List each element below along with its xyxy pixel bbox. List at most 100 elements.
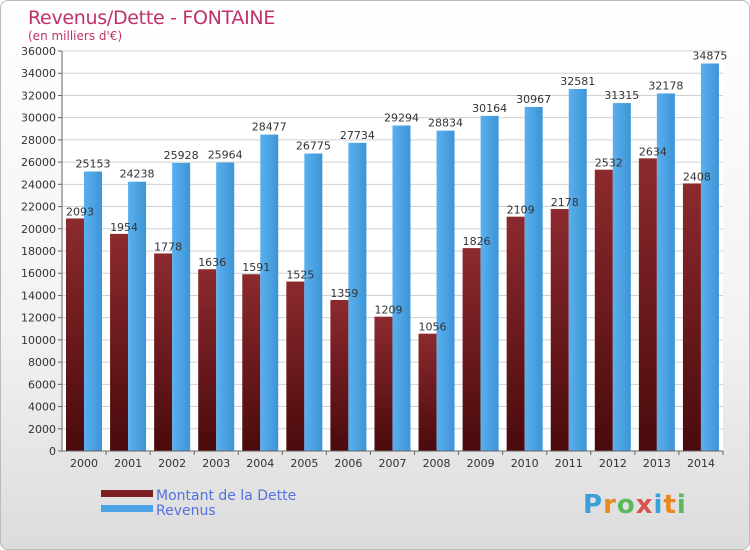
bar-revenue — [392, 125, 411, 451]
y-tick-label: 0 — [49, 445, 56, 458]
y-tick-label: 4000 — [28, 401, 56, 414]
y-tick-label: 8000 — [28, 356, 56, 369]
legend-swatch-debt — [101, 490, 153, 497]
data-label-debt: 1636 — [198, 256, 226, 269]
x-tick-label: 2010 — [511, 457, 539, 470]
bar-revenue — [128, 181, 147, 451]
data-label-debt: 1359 — [330, 287, 358, 300]
data-label-revenue: 25964 — [208, 149, 243, 162]
y-tick-label: 12000 — [21, 312, 56, 325]
bar-debt — [550, 209, 569, 451]
logo-letter: x — [635, 490, 654, 520]
data-label-revenue: 28477 — [252, 121, 287, 134]
data-label-revenue: 32178 — [648, 79, 683, 92]
bar-revenue — [568, 88, 587, 451]
data-label-debt: 1056 — [419, 321, 447, 334]
y-tick-label: 26000 — [21, 156, 56, 169]
legend: Montant de la Dette Revenus — [101, 488, 296, 519]
bar-debt — [506, 216, 525, 451]
data-label-revenue: 25153 — [76, 158, 111, 171]
data-label-revenue: 27734 — [340, 129, 375, 142]
bar-debt — [418, 333, 437, 451]
logo-letter: t — [663, 490, 677, 520]
bar-debt — [286, 281, 305, 451]
data-label-revenue: 24238 — [120, 168, 155, 181]
bar-debt — [198, 269, 217, 451]
x-tick-label: 2000 — [70, 457, 98, 470]
data-label-revenue: 31315 — [604, 89, 639, 102]
data-label-revenue: 30164 — [472, 102, 507, 115]
data-label-revenue: 28834 — [428, 117, 463, 130]
x-tick-label: 2003 — [202, 457, 230, 470]
bar-debt — [594, 169, 613, 451]
x-tick-label: 2014 — [687, 457, 715, 470]
data-label-revenue: 34875 — [692, 50, 727, 63]
data-label-debt: 1826 — [463, 235, 491, 248]
y-tick-label: 2000 — [28, 423, 56, 436]
y-tick-label: 24000 — [21, 178, 56, 191]
data-label-debt: 1778 — [154, 240, 182, 253]
data-label-revenue: 30967 — [516, 93, 551, 106]
bar-debt — [66, 218, 84, 451]
bar-debt — [154, 253, 173, 451]
data-label-debt: 1954 — [110, 221, 138, 234]
bar-revenue — [84, 171, 102, 451]
bar-revenue — [348, 142, 367, 451]
x-tick-label: 2006 — [334, 457, 362, 470]
data-label-debt: 1591 — [242, 261, 270, 274]
bar-revenue — [480, 115, 499, 451]
x-tick-label: 2007 — [379, 457, 407, 470]
bar-debt — [242, 274, 261, 451]
x-tick-label: 2001 — [114, 457, 142, 470]
data-label-revenue: 25928 — [164, 149, 199, 162]
y-tick-label: 28000 — [21, 134, 56, 147]
bar-revenue — [304, 153, 323, 451]
data-label-debt: 2109 — [507, 204, 535, 217]
x-tick-label: 2004 — [246, 457, 274, 470]
y-tick-label: 22000 — [21, 201, 56, 214]
bar-debt — [374, 316, 393, 451]
data-label-revenue: 32581 — [560, 75, 595, 88]
bar-debt — [682, 183, 701, 451]
data-label-debt: 1209 — [374, 304, 402, 317]
data-label-debt: 2408 — [683, 170, 711, 183]
logo-letter: o — [616, 490, 636, 520]
data-label-debt: 1525 — [286, 269, 314, 282]
bar-revenue — [260, 134, 279, 452]
bar-revenue — [216, 162, 235, 451]
x-tick-label: 2009 — [467, 457, 495, 470]
logo-letter: P — [583, 490, 604, 520]
x-tick-label: 2012 — [599, 457, 627, 470]
data-label-debt: 2178 — [551, 196, 579, 209]
y-tick-label: 6000 — [28, 378, 56, 391]
chart-title: Revenus/Dette - FONTAINE — [28, 7, 276, 29]
data-label-debt: 2532 — [595, 157, 623, 170]
x-tick-label: 2005 — [290, 457, 318, 470]
y-tick-label: 18000 — [21, 245, 56, 258]
legend-label-revenue: Revenus — [156, 503, 216, 519]
x-tick-label: 2008 — [423, 457, 451, 470]
bar-revenue — [524, 106, 543, 451]
proxiti-logo: Proxiti — [583, 490, 687, 520]
y-tick-label: 14000 — [21, 289, 56, 302]
logo-letter: i — [653, 490, 664, 520]
bar-revenue — [612, 103, 631, 452]
data-label-debt: 2634 — [639, 145, 667, 158]
data-label-revenue: 29294 — [384, 112, 419, 125]
chart-subtitle: (en milliers d'€) — [28, 29, 123, 43]
y-tick-label: 20000 — [21, 223, 56, 236]
y-tick-label: 16000 — [21, 267, 56, 280]
data-label-revenue: 26775 — [296, 140, 331, 153]
legend-swatch-revenue — [101, 505, 153, 512]
y-tick-label: 34000 — [21, 67, 56, 80]
bar-debt — [462, 248, 481, 451]
bar-revenue — [172, 162, 191, 451]
x-tick-label: 2011 — [555, 457, 583, 470]
bar-revenue — [436, 130, 455, 451]
y-tick-label: 10000 — [21, 334, 56, 347]
x-tick-label: 2013 — [643, 457, 671, 470]
logo-letter: r — [603, 490, 617, 520]
bar-debt — [638, 158, 657, 452]
legend-label-debt: Montant de la Dette — [156, 488, 296, 504]
